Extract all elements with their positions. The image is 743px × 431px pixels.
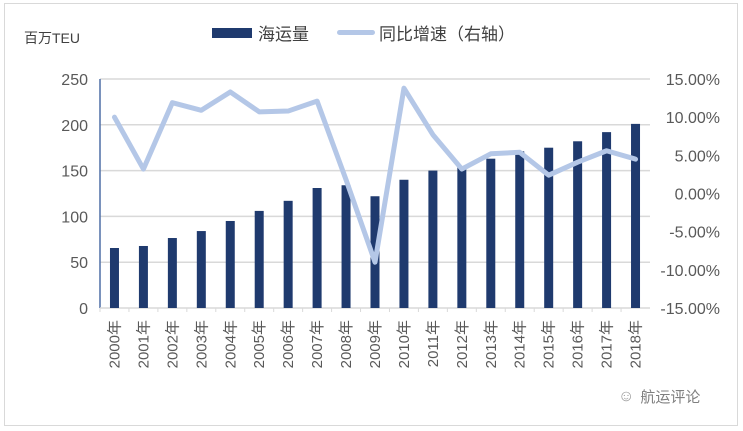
x-tick-label: 2008年 — [338, 320, 355, 368]
y-axis-unit-label: 百万TEU — [24, 30, 80, 46]
legend: 海运量 同比增速（右轴） — [212, 20, 515, 45]
y2-tick-label: 0.00% — [675, 187, 720, 204]
legend-bar-swatch — [212, 27, 252, 38]
y-tick-label: 0 — [79, 301, 88, 318]
y-tick-label: 200 — [61, 118, 88, 135]
x-tick-label: 2003年 — [193, 320, 210, 368]
y-tick-label: 50 — [70, 255, 88, 272]
x-tick-label: 2000年 — [106, 320, 123, 368]
y2-tick-label: -5.00% — [669, 225, 720, 242]
y2-tick-label: 10.00% — [666, 110, 720, 127]
legend-line-swatch — [337, 30, 375, 35]
bar — [486, 158, 496, 308]
legend-line-label: 同比增速（右轴） — [379, 25, 515, 44]
y-tick-label: 250 — [61, 72, 88, 89]
y2-tick-label: 5.00% — [675, 148, 720, 165]
bar — [196, 231, 206, 308]
bar — [515, 151, 525, 308]
x-tick-label: 2001年 — [135, 320, 152, 368]
y-tick-label: 150 — [61, 164, 88, 181]
y2-tick-label: 15.00% — [666, 72, 720, 89]
x-tick-label: 2018年 — [628, 320, 645, 368]
x-tick-label: 2011年 — [425, 320, 442, 367]
x-tick-label: 2005年 — [251, 320, 268, 368]
y-tick-label: 100 — [61, 209, 88, 226]
y2-tick-label: -15.00% — [660, 301, 720, 318]
bar — [602, 132, 612, 308]
x-tick-label: 2009年 — [367, 320, 384, 368]
legend-bar-label: 海运量 — [258, 25, 309, 44]
x-tick-label: 2016年 — [570, 320, 587, 368]
growth-line — [111, 85, 639, 265]
x-tick-label: 2004年 — [222, 320, 239, 368]
bar — [109, 248, 119, 308]
y2-tick-label: -10.00% — [660, 263, 720, 280]
x-tick-label: 2012年 — [454, 320, 471, 368]
bar — [283, 200, 293, 308]
x-tick-label: 2007年 — [309, 320, 326, 368]
x-tick-label: 2002年 — [164, 320, 181, 368]
bar — [457, 166, 467, 308]
bar — [341, 185, 351, 308]
bar — [399, 179, 409, 308]
watermark-text: 航运评论 — [640, 389, 701, 406]
watermark: ☺ 航运评论 — [618, 386, 700, 407]
bar — [544, 147, 554, 308]
bar — [225, 220, 235, 308]
bar — [138, 245, 148, 308]
x-tick-label: 2014年 — [512, 320, 529, 368]
bar — [254, 210, 264, 308]
bar — [428, 170, 438, 308]
x-tick-label: 2010年 — [396, 320, 413, 368]
bar — [312, 188, 322, 308]
x-tick-label: 2017年 — [599, 320, 616, 368]
wechat-icon: ☺ — [618, 387, 635, 405]
x-tick-label: 2006年 — [280, 320, 297, 368]
bar — [573, 141, 583, 308]
bar — [167, 238, 177, 308]
x-tick-label: 2013年 — [483, 320, 500, 368]
bar — [631, 123, 641, 308]
x-tick-label: 2015年 — [541, 320, 558, 368]
